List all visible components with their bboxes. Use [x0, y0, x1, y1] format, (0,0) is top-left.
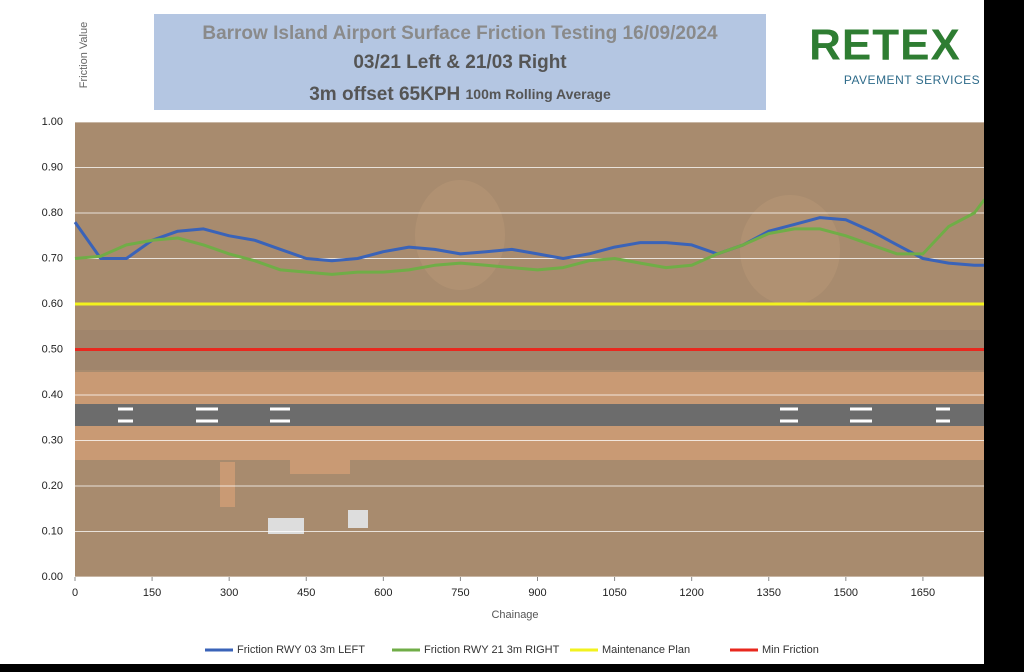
x-tick-label: 1350 [757, 587, 781, 599]
legend-label: Friction RWY 03 3m LEFT [237, 644, 365, 656]
legend-label: Maintenance Plan [602, 644, 690, 656]
subtitle-main: 3m offset 65KPH [309, 84, 460, 105]
x-tick-label: 900 [528, 587, 546, 599]
title-box [154, 14, 766, 110]
y-tick-label: 0.70 [42, 252, 63, 264]
y-axis-label: Friction Value [78, 22, 90, 88]
logo-tagline: PAVEMENT SERVICES [844, 73, 980, 87]
y-tick-label: 0.20 [42, 480, 63, 492]
y-tick-label: 0.50 [42, 343, 63, 355]
x-tick-label: 300 [220, 587, 238, 599]
x-tick-label: 0 [72, 587, 78, 599]
subtitle-small: 100m Rolling Average [466, 86, 611, 102]
legend-label: Friction RWY 21 3m RIGHT [424, 644, 560, 656]
chart-subtitle: 03/21 Left & 21/03 Right [353, 52, 567, 73]
x-tick-label: 450 [297, 587, 315, 599]
x-tick-label: 1650 [911, 587, 935, 599]
x-tick-label: 750 [451, 587, 469, 599]
series-line [74, 198, 986, 276]
y-tick-label: 0.00 [42, 571, 63, 583]
chart-subtitle: 3m offset 65KPH 100m Rolling Average [309, 84, 611, 105]
series-line [73, 216, 985, 267]
legend-label: Min Friction [762, 644, 819, 656]
y-tick-label: 1.00 [42, 116, 63, 128]
x-tick-label: 1200 [679, 587, 703, 599]
y-tick-label: 0.10 [42, 525, 63, 537]
chart-title: Barrow Island Airport Surface Friction T… [202, 23, 718, 44]
logo-brand: RETEX [809, 21, 961, 70]
y-tick-label: 0.90 [42, 161, 63, 173]
x-tick-label: 1500 [834, 587, 858, 599]
x-tick-label: 600 [374, 587, 392, 599]
x-tick-label: 1050 [602, 587, 626, 599]
y-tick-label: 0.60 [42, 298, 63, 310]
y-tick-label: 0.80 [42, 207, 63, 219]
x-axis-label: Chainage [491, 609, 538, 621]
y-tick-label: 0.40 [42, 389, 63, 401]
x-tick-label: 150 [143, 587, 161, 599]
y-tick-label: 0.30 [42, 434, 63, 446]
